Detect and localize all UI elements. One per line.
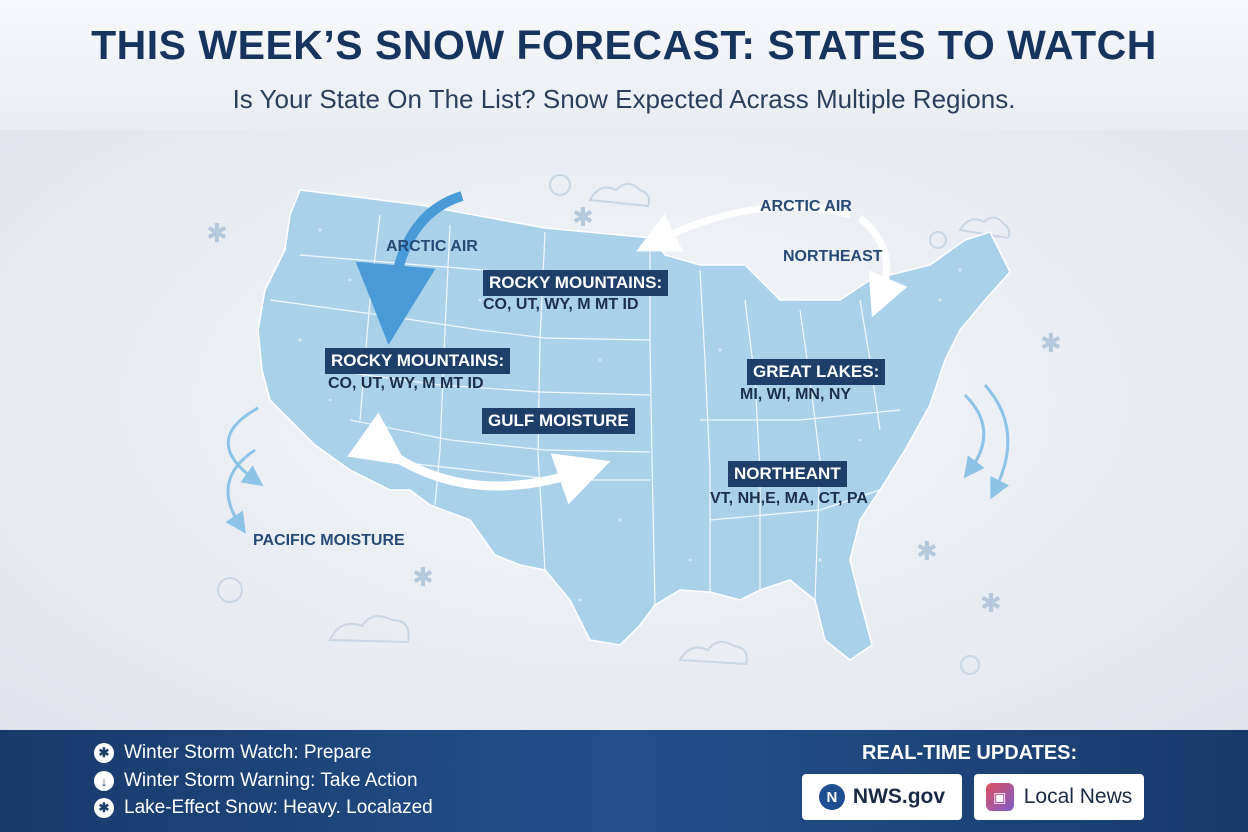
svg-text:✱: ✱ [412, 563, 434, 593]
arctic-air-east-arrow [636, 203, 851, 252]
legend-lake-effect-snow: ✱ Lake-Effect Snow: Heavy. Localazed [94, 797, 433, 819]
footer: ✱ Winter Storm Watch: Prepare ↓ Winter S… [0, 730, 1248, 832]
svg-text:✱: ✱ [916, 537, 938, 567]
gulf-moisture-arrow [347, 412, 611, 505]
legend-text: Winter Storm Watch: Prepare [124, 742, 372, 763]
flow-label-pacific-moisture: PACIFIC MOISTURE [253, 532, 405, 549]
nws-link-label: NWS.gov [852, 785, 946, 808]
pacific-moisture-arrows [225, 406, 264, 534]
local-news-link-label: Local News [1023, 785, 1133, 808]
svg-text:✱: ✱ [572, 203, 594, 233]
legend-text: Lake-Effect Snow: Heavy. Localazed [124, 797, 433, 818]
region-label-northeast: NORTHEANT [728, 461, 847, 487]
region-label-rocky-mountains-2: ROCKY MOUNTAINS: [325, 348, 511, 374]
svg-text:✱: ✱ [1040, 329, 1062, 359]
flow-label-arctic-air-west: ARCTIC AIR [386, 238, 478, 255]
down-arrow-icon: ↓ [94, 771, 114, 791]
nws-logo-icon: N [818, 784, 845, 810]
decorative-snowflakes-icon: ✱ ✱ ✱ ✱ ✱ ✱ [206, 203, 1062, 619]
northeast-flow-arrow [857, 215, 908, 318]
legend-winter-storm-watch: ✱ Winter Storm Watch: Prepare [94, 742, 371, 764]
nws-link-button[interactable]: N NWS.gov [802, 774, 962, 820]
region-label-great-lakes: GREAT LAKES: [747, 359, 886, 385]
region-states-rocky-mountains-1: CO, UT, WY, M MT ID [483, 296, 639, 313]
region-states-rocky-mountains-2: CO, UT, WY, M MT ID [328, 375, 484, 392]
legend-winter-storm-warning: ↓ Winter Storm Warning: Take Action [94, 770, 418, 792]
updates-title: REAL-TIME UPDATES: [862, 742, 1078, 764]
svg-text:✱: ✱ [980, 589, 1002, 619]
map-area: ✱ ✱ ✱ ✱ ✱ ✱ [0, 130, 1248, 730]
svg-text:✱: ✱ [206, 219, 228, 249]
news-app-icon: ▣ [985, 783, 1014, 811]
snowflake-icon: ✱ [94, 743, 114, 763]
snowflake-icon: ✱ [94, 798, 114, 818]
region-label-rocky-mountains-1: ROCKY MOUNTAINS: [483, 270, 669, 296]
header: THIS WEEK’S SNOW FORECAST: STATES TO WAT… [0, 0, 1248, 130]
legend-text: Winter Storm Warning: Take Action [124, 770, 418, 791]
arctic-air-west-arrow [355, 191, 464, 345]
local-news-link-button[interactable]: ▣ Local News [974, 774, 1144, 820]
page-subtitle: Is Your State On The List? Snow Expected… [232, 84, 1016, 114]
region-states-northeast: VT, NH,E, MA, CT, PA [710, 490, 868, 507]
page-title: THIS WEEK’S SNOW FORECAST: STATES TO WAT… [91, 22, 1157, 68]
flow-label-gulf-moisture: GULF MOISTURE [482, 408, 635, 434]
region-states-great-lakes: MI, WI, MN, NY [740, 386, 852, 403]
flow-label-northeast: NORTHEAST [783, 248, 883, 265]
decorative-clouds [217, 174, 1011, 675]
flow-label-arctic-air-east: ARCTIC AIR [760, 198, 852, 215]
east-coast-arrows [963, 384, 1010, 500]
